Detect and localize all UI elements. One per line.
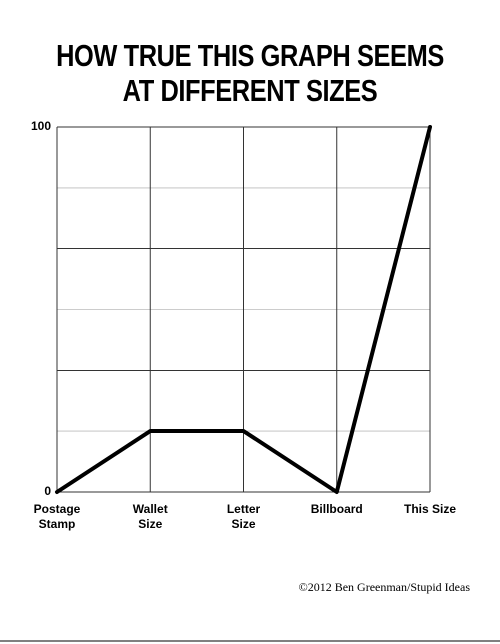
x-tick-label: Letter Size [226, 502, 261, 531]
credit: ©2012 Ben Greenman/Stupid Ideas [299, 580, 471, 594]
x-tick-label: Billboard [310, 502, 363, 516]
x-tick-label: Wallet Size [132, 502, 168, 531]
y-tick-label: 0 [44, 484, 51, 498]
chart-title: HOW TRUE THIS GRAPH SEEMS [56, 39, 444, 74]
y-tick-label: 100 [31, 119, 51, 133]
x-tick-label: Postage Stamp [33, 502, 81, 531]
chart-title: AT DIFFERENT SIZES [123, 74, 378, 109]
x-tick-label: This Size [403, 502, 456, 516]
data-line [55, 125, 432, 494]
